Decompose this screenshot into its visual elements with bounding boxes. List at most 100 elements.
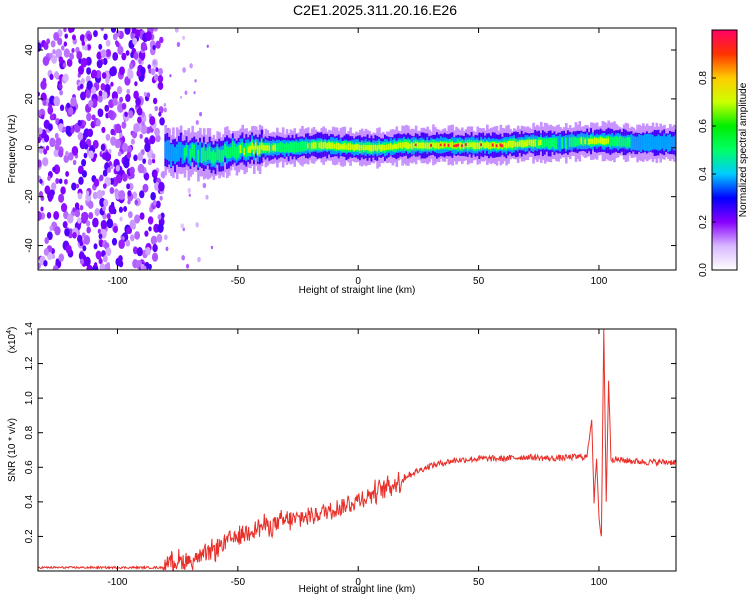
spectrogram-band-cell <box>266 144 270 151</box>
spectrogram-band-cell <box>177 141 181 162</box>
y-tick-label: 0.4 <box>24 494 35 508</box>
x-tick-label: 100 <box>591 276 608 287</box>
spectrogram-cell <box>124 111 128 118</box>
spectrogram-band-cell <box>170 144 173 167</box>
y-tick-label: 20 <box>24 93 35 105</box>
spectrogram-band-cell <box>204 150 208 163</box>
spectrogram-band-cell <box>331 142 335 149</box>
spectrogram-cell <box>112 208 117 215</box>
spectrogram-band-cell <box>617 136 620 147</box>
spectrogram-band-cell <box>509 140 512 148</box>
y-tick-label: 1.4 <box>24 322 35 336</box>
spectrogram-cell <box>111 201 115 207</box>
spectrogram-band-cell <box>516 141 520 147</box>
spectrogram-cell <box>54 143 60 151</box>
spectrogram-cell <box>137 163 145 174</box>
spectrogram-cell <box>133 154 138 162</box>
snr-axes: -100 -50 0 50 100 0.2 0.4 0.6 0.8 1.0 1.2 1.4 <box>24 322 676 588</box>
spectrogram-band-cell <box>549 138 553 149</box>
spectrogram-cell <box>187 187 191 194</box>
y-tick-label: 0.8 <box>24 425 35 439</box>
spectrogram-cell <box>105 133 111 141</box>
spectrogram-cell <box>136 107 143 116</box>
spectrogram-cell <box>83 152 88 159</box>
spectrogram-band-cell <box>347 143 350 151</box>
spectrogram-cell <box>100 219 107 230</box>
spectrogram-band-cell <box>179 141 183 158</box>
spectrogram-cell <box>144 137 149 144</box>
spectrogram-cell <box>149 115 156 126</box>
spectrogram-cell <box>102 205 106 212</box>
spectrogram-band-cell <box>645 133 649 151</box>
spectrogram-cell <box>174 28 179 33</box>
spectrogram-cell <box>169 74 172 78</box>
spectrogram-band-cell <box>495 144 499 148</box>
spectrogram-cell <box>54 71 60 79</box>
spectrogram-band-cell <box>414 143 418 147</box>
spectrogram-cell <box>86 226 91 234</box>
spectrogram-cell <box>138 58 142 65</box>
spectrogram-band-cell <box>258 145 262 154</box>
spectrogram-band-cell <box>607 137 610 144</box>
spectrogram-cell <box>151 169 158 179</box>
snr-y-label: SNR (10 * v/v) <box>7 418 18 482</box>
spectrogram-cell <box>155 40 161 49</box>
spectrogram-cell <box>63 28 67 33</box>
spectrogram-cell <box>93 153 98 159</box>
spectrogram-cell <box>156 233 163 243</box>
spectrogram-cell <box>150 68 156 76</box>
spectrogram-band-cell <box>593 137 597 145</box>
spectrogram-cell <box>43 134 50 143</box>
spectrogram-cell <box>96 59 103 69</box>
spectrogram-cell <box>114 123 122 134</box>
spectrogram-band-cell <box>210 151 214 163</box>
spectrogram-band-cell <box>451 141 454 149</box>
x-tick-label: 0 <box>355 276 361 287</box>
spectrogram-cell <box>65 171 70 177</box>
spectrogram-band-cell <box>464 143 468 147</box>
colorbar-gradient <box>711 29 738 271</box>
spectrogram-band-cell <box>235 146 239 160</box>
spectrogram-cell <box>145 31 152 42</box>
spectrogram-cell <box>150 192 156 201</box>
spectrogram-cell <box>111 237 118 246</box>
spectrogram-cell <box>102 57 108 66</box>
spectrogram-band-cell <box>243 147 246 155</box>
spectrogram-cell <box>77 85 81 91</box>
spectrogram-band-cell <box>476 142 480 149</box>
spectrogram-band-cell <box>193 144 196 160</box>
spectrogram-band-cell <box>191 143 194 157</box>
spectrogram-cell <box>133 123 140 133</box>
spectrogram-band-cell <box>439 143 443 147</box>
spectrogram-band-cell <box>580 137 584 145</box>
spectrogram-band-cell <box>407 142 410 150</box>
spectrogram-cell <box>206 44 209 48</box>
spectrogram-band-cell <box>674 134 676 151</box>
spectrogram-band-cell <box>605 138 609 145</box>
spectrogram-band-cell <box>632 135 636 150</box>
spectrogram-cell <box>128 211 133 219</box>
spectrogram-band-cell <box>357 144 360 151</box>
spectrogram-band-cell <box>470 142 474 148</box>
spectrogram-band-cell <box>270 144 273 153</box>
spectrogram-cell <box>68 28 74 33</box>
spectrogram-cell <box>110 128 115 136</box>
spectrogram-cell <box>118 255 123 263</box>
spectrogram-cell <box>140 41 147 52</box>
spectrogram-cell <box>134 81 138 87</box>
spectrogram-cell <box>134 214 141 224</box>
spectrogram-band-cell <box>330 142 333 149</box>
spectrogram-cell <box>42 99 47 106</box>
spectrogram-cell <box>63 178 68 185</box>
spectrogram-band-cell <box>224 143 227 156</box>
spectrogram-cell <box>79 139 87 150</box>
spectrogram-cell <box>72 159 77 166</box>
spectrogram-cell <box>88 99 94 108</box>
spectrogram-cell <box>151 252 159 262</box>
spectrogram-cell <box>118 189 126 201</box>
spectrogram-band-cell <box>586 136 589 145</box>
spectrogram-cell <box>80 57 88 68</box>
spectrogram-cell <box>54 132 59 139</box>
spectrogram-cell <box>77 65 84 75</box>
spectrogram-cell <box>100 49 107 58</box>
